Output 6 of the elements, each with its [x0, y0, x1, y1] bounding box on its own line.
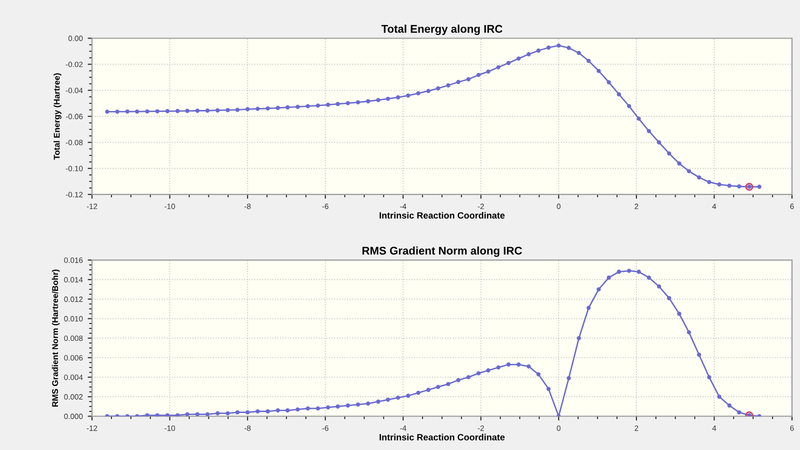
chart-title: Total Energy along IRC	[381, 24, 502, 36]
x-axis-title: Intrinsic Reaction Coordinate	[380, 212, 505, 219]
x-axis-title: Intrinsic Reaction Coordinate	[380, 434, 505, 440]
chart-title: RMS Gradient Norm along IRC	[362, 246, 522, 257]
y-axis-title: Total Energy (Hartree)	[54, 73, 62, 160]
y-axis-title: RMS Gradient Norm (Hartree/Bohr)	[52, 270, 60, 407]
